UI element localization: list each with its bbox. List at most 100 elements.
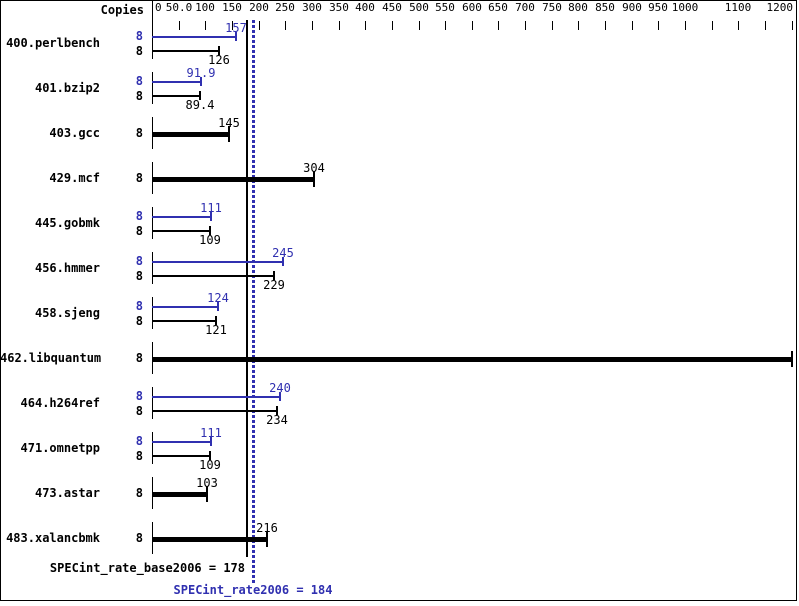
peak-bar <box>152 261 283 263</box>
base-bar-end-tick <box>199 91 201 100</box>
copies-label-peak: 8 <box>135 389 143 403</box>
benchmark-label: 429.mcf <box>49 171 100 185</box>
base-bar-end-tick <box>209 226 211 235</box>
axis-tick-label: 1200 <box>766 1 794 14</box>
base-value-label: 126 <box>208 53 230 67</box>
axis-tick <box>365 21 366 30</box>
axis-tick <box>578 21 579 30</box>
base-value-label: 304 <box>303 161 325 175</box>
axis-tick <box>472 21 473 30</box>
base-bar <box>152 275 274 277</box>
peak-bar <box>152 441 211 443</box>
axis-tick-label: 350 <box>329 1 349 14</box>
row-axis-line <box>152 297 153 329</box>
base-bar-end-tick <box>273 271 275 280</box>
copies-label-peak: 8 <box>135 299 143 313</box>
axis-tick <box>605 21 606 30</box>
copies-label-base: 8 <box>135 89 143 103</box>
copies-label: 8 <box>135 126 143 140</box>
base-value-label: 234 <box>266 413 288 427</box>
peak-value-label: 245 <box>272 246 294 260</box>
benchmark-label: 458.sjeng <box>34 306 100 320</box>
axis-tick-label: 850 <box>595 1 615 14</box>
axis-tick <box>312 21 313 30</box>
axis-tick <box>179 21 180 30</box>
peak-bar-end-tick <box>279 392 281 401</box>
base-peak-bar <box>152 492 207 497</box>
base-value-label: 145 <box>218 116 240 130</box>
base-bar <box>152 455 210 457</box>
axis-tick <box>685 21 686 30</box>
copies-label-base: 8 <box>135 449 143 463</box>
peak-bar-end-tick <box>282 257 284 266</box>
copies-label-peak: 8 <box>135 434 143 448</box>
axis-tick-label: 150 <box>222 1 242 14</box>
peak-value-label: 124 <box>207 291 229 305</box>
row-axis-line <box>152 72 153 104</box>
axis-tick-label: 650 <box>488 1 508 14</box>
axis-tick <box>498 21 499 30</box>
copies-label-base: 8 <box>135 314 143 328</box>
copies-label-peak: 8 <box>135 209 143 223</box>
row-axis-line <box>152 387 153 419</box>
benchmark-label: 473.astar <box>34 486 100 500</box>
base-value-label: 229 <box>263 278 285 292</box>
peak-bar-end-tick <box>235 32 237 41</box>
peak-bar <box>152 81 201 83</box>
axis-tick-label: 750 <box>542 1 562 14</box>
benchmark-label: 456.hmmer <box>34 261 100 275</box>
axis-tick-label: 1000 <box>671 1 699 14</box>
axis-tick <box>205 21 206 30</box>
benchmark-label: 464.h264ref <box>20 396 100 410</box>
benchmark-label: 445.gobmk <box>34 216 100 230</box>
base-bar <box>152 320 216 322</box>
benchmark-label: 462.libquantum <box>0 351 102 365</box>
peak-bar <box>152 396 280 398</box>
axis-tick <box>339 21 340 30</box>
base-mean-line <box>246 20 248 557</box>
axis-tick-label: 400 <box>355 1 375 14</box>
base-value-label: 103 <box>196 476 218 490</box>
axis-tick <box>419 21 420 30</box>
base-bar <box>152 410 277 412</box>
copies-label: 8 <box>135 531 143 545</box>
axis-tick-label: 500 <box>409 1 429 14</box>
row-axis-line <box>152 207 153 239</box>
peak-mean-label: SPECint_rate2006 = 184 <box>173 583 333 597</box>
copies-label: 8 <box>135 351 143 365</box>
base-value-label: 109 <box>199 233 221 247</box>
base-peak-bar <box>152 177 314 182</box>
benchmark-label: 403.gcc <box>49 126 100 140</box>
peak-value-label: 111 <box>200 426 222 440</box>
base-bar-end-tick <box>276 406 278 415</box>
axis-tick <box>792 21 793 30</box>
base-peak-bar-end-tick <box>791 351 793 367</box>
base-peak-bar <box>152 132 229 137</box>
peak-mean-line <box>252 20 255 583</box>
axis-tick-label: 50.0 <box>165 1 193 14</box>
axis-tick-label: 550 <box>435 1 455 14</box>
copies-header-label: Copies <box>100 3 144 17</box>
axis-tick <box>525 21 526 30</box>
axis-tick-label: 0 <box>155 1 162 14</box>
peak-bar-end-tick <box>217 302 219 311</box>
peak-bar-end-tick <box>200 77 202 86</box>
base-bar <box>152 95 200 97</box>
axis-tick-label: 900 <box>622 1 642 14</box>
axis-tick-label: 250 <box>275 1 295 14</box>
base-bar-end-tick <box>218 46 220 55</box>
base-mean-label: SPECint_rate_base2006 = 178 <box>49 561 245 575</box>
base-value-label: 109 <box>199 458 221 472</box>
row-axis-line <box>152 27 153 59</box>
copies-label: 8 <box>135 171 143 185</box>
axis-tick <box>445 21 446 30</box>
axis-tick-label: 700 <box>515 1 535 14</box>
axis-tick <box>632 21 633 30</box>
axis-tick <box>765 21 766 30</box>
base-peak-bar-end-tick <box>206 486 208 502</box>
base-bar-end-tick <box>215 316 217 325</box>
copies-label-base: 8 <box>135 404 143 418</box>
axis-tick-label: 950 <box>648 1 668 14</box>
